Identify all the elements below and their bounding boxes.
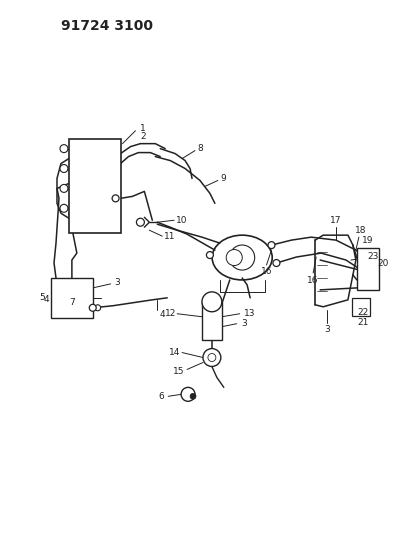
Text: 19: 19 bbox=[362, 236, 374, 245]
Bar bbox=[69, 139, 121, 233]
Bar bbox=[352, 298, 370, 316]
Circle shape bbox=[226, 249, 242, 265]
Circle shape bbox=[268, 241, 275, 248]
Circle shape bbox=[230, 245, 255, 270]
Text: 91724 3100: 91724 3100 bbox=[61, 19, 153, 33]
Text: 5: 5 bbox=[39, 293, 45, 302]
Text: 4: 4 bbox=[160, 310, 165, 319]
Bar bbox=[357, 248, 379, 290]
Circle shape bbox=[190, 393, 196, 399]
Text: 14: 14 bbox=[169, 348, 180, 357]
Circle shape bbox=[60, 184, 68, 192]
Text: 11: 11 bbox=[164, 232, 176, 241]
Text: 10: 10 bbox=[177, 216, 188, 225]
Text: 9: 9 bbox=[220, 174, 226, 183]
Bar bbox=[202, 302, 222, 340]
Text: 13: 13 bbox=[244, 309, 255, 318]
Text: 22: 22 bbox=[357, 308, 368, 317]
Text: 3: 3 bbox=[115, 278, 121, 287]
Text: 8: 8 bbox=[197, 144, 203, 153]
Circle shape bbox=[181, 387, 195, 401]
Circle shape bbox=[208, 353, 216, 361]
Circle shape bbox=[136, 218, 144, 226]
Circle shape bbox=[112, 195, 119, 202]
Text: 6: 6 bbox=[158, 392, 164, 401]
Circle shape bbox=[95, 305, 101, 311]
Text: 1: 1 bbox=[140, 124, 146, 133]
Text: 15: 15 bbox=[173, 367, 185, 376]
Circle shape bbox=[60, 165, 68, 173]
Text: 3: 3 bbox=[324, 325, 330, 334]
Text: 12: 12 bbox=[165, 309, 176, 318]
Circle shape bbox=[202, 292, 222, 312]
Text: 2: 2 bbox=[140, 132, 146, 141]
Text: 4: 4 bbox=[43, 295, 49, 304]
Text: 17: 17 bbox=[330, 216, 342, 225]
Text: 16: 16 bbox=[307, 277, 319, 286]
Circle shape bbox=[89, 304, 96, 311]
Circle shape bbox=[60, 204, 68, 212]
Text: 21: 21 bbox=[357, 318, 368, 327]
Text: 20: 20 bbox=[377, 259, 388, 268]
Text: 7: 7 bbox=[69, 298, 75, 308]
Circle shape bbox=[206, 252, 214, 259]
Text: 3: 3 bbox=[241, 319, 247, 328]
Text: 23: 23 bbox=[367, 252, 379, 261]
Bar bbox=[51, 278, 93, 318]
Circle shape bbox=[273, 260, 280, 266]
Circle shape bbox=[203, 349, 221, 367]
Circle shape bbox=[60, 144, 68, 152]
Text: 16: 16 bbox=[261, 268, 272, 277]
Text: 18: 18 bbox=[355, 225, 366, 235]
Ellipse shape bbox=[212, 235, 272, 280]
